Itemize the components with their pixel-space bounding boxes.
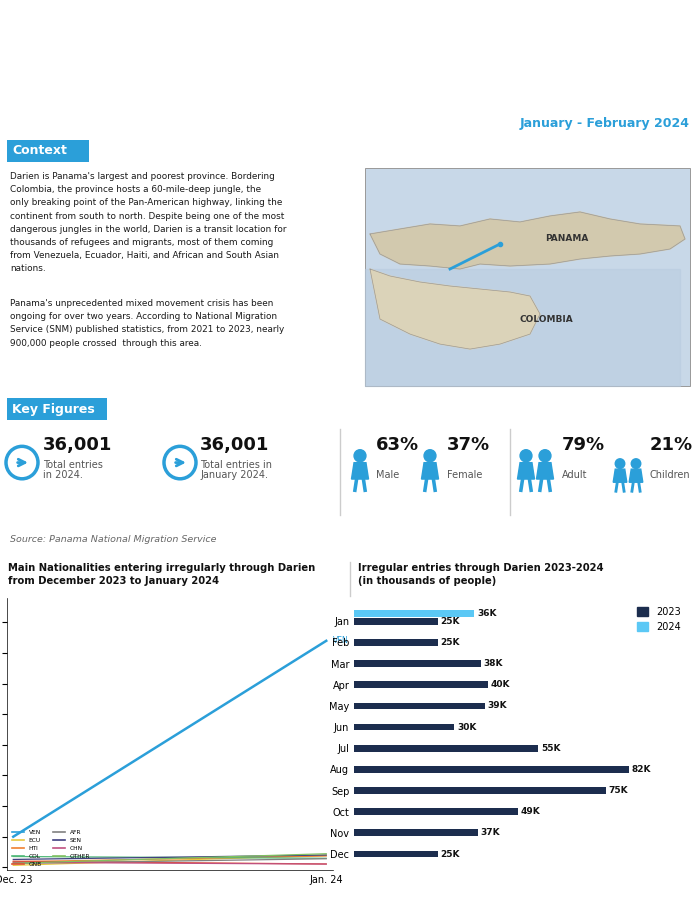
Text: 39K: 39K xyxy=(487,701,507,710)
Circle shape xyxy=(615,458,625,468)
Text: Total entries: Total entries xyxy=(43,459,103,469)
Bar xyxy=(354,702,484,709)
Text: January - February 2024: January - February 2024 xyxy=(520,117,690,130)
Text: 37K: 37K xyxy=(480,828,500,837)
Bar xyxy=(354,611,475,617)
Text: (in thousands of people): (in thousands of people) xyxy=(358,576,496,586)
Polygon shape xyxy=(536,463,554,479)
Bar xyxy=(354,851,438,857)
Circle shape xyxy=(424,449,436,462)
Text: ACNUR: ACNUR xyxy=(95,53,182,73)
FancyBboxPatch shape xyxy=(365,168,690,386)
Text: para los Refugiados: para los Refugiados xyxy=(95,82,171,92)
Bar xyxy=(354,808,518,815)
Text: Context: Context xyxy=(12,144,67,158)
Text: Panama's unprecedented mixed movement crisis has been
ongoing for over two years: Panama's unprecedented mixed movement cr… xyxy=(10,299,284,348)
Text: 36,001: 36,001 xyxy=(200,436,270,454)
Circle shape xyxy=(520,449,532,462)
Bar xyxy=(354,745,538,752)
Text: 55K: 55K xyxy=(541,744,561,753)
Polygon shape xyxy=(421,463,438,479)
Legend: VEN, ECU, HTI, COL, GNB, AFR, SEN, CHN, OTHER: VEN, ECU, HTI, COL, GNB, AFR, SEN, CHN, … xyxy=(10,828,92,870)
Text: 40K: 40K xyxy=(491,680,510,689)
Circle shape xyxy=(539,449,551,462)
Text: 79%: 79% xyxy=(562,436,605,454)
Text: PANAMA: PANAMA xyxy=(545,235,589,244)
Bar xyxy=(354,681,488,689)
Bar xyxy=(354,787,606,794)
Text: 37%: 37% xyxy=(447,436,490,454)
Text: in 2024.: in 2024. xyxy=(43,469,83,479)
Polygon shape xyxy=(370,212,685,269)
Text: VEN: VEN xyxy=(332,636,349,645)
Text: Children: Children xyxy=(650,469,691,479)
Bar xyxy=(354,724,454,730)
Polygon shape xyxy=(517,463,535,479)
Polygon shape xyxy=(370,269,540,349)
Text: Adult: Adult xyxy=(562,469,587,479)
Text: 36,001: 36,001 xyxy=(43,436,113,454)
Text: ●  Darien Province, Panama-Colombia Border: ● Darien Province, Panama-Colombia Borde… xyxy=(260,58,609,73)
Text: Main Nationalities entering irregularly through Darien: Main Nationalities entering irregularly … xyxy=(8,563,315,573)
Text: COLOMBIA: COLOMBIA xyxy=(520,314,574,323)
Text: 21%: 21% xyxy=(650,436,693,454)
Text: Source: Panama National Migration Service: Source: Panama National Migration Servic… xyxy=(10,535,216,545)
Text: 25K: 25K xyxy=(440,617,460,626)
Text: 38K: 38K xyxy=(484,660,503,668)
Text: from December 2023 to January 2024: from December 2023 to January 2024 xyxy=(8,576,219,586)
Text: 49K: 49K xyxy=(521,807,540,816)
Text: 25K: 25K xyxy=(440,638,460,647)
Text: 75K: 75K xyxy=(608,786,628,795)
Text: 63%: 63% xyxy=(376,436,419,454)
Text: Mixed Movements Official Data: Mixed Movements Official Data xyxy=(260,25,676,49)
Text: 30K: 30K xyxy=(457,723,477,731)
Text: Female: Female xyxy=(447,469,482,479)
Bar xyxy=(354,618,438,625)
Polygon shape xyxy=(613,469,626,482)
Text: UNHCR: UNHCR xyxy=(95,28,183,48)
Bar xyxy=(354,830,478,836)
Bar xyxy=(354,639,438,646)
Text: 25K: 25K xyxy=(440,850,460,859)
Circle shape xyxy=(631,458,640,468)
Text: Male: Male xyxy=(376,469,399,479)
Bar xyxy=(354,660,481,667)
Text: Darien is Panama's largest and poorest province. Bordering
Colombia, the provinc: Darien is Panama's largest and poorest p… xyxy=(10,172,286,274)
Legend: 2023, 2024: 2023, 2024 xyxy=(633,602,685,635)
Text: 36K: 36K xyxy=(477,609,496,618)
Polygon shape xyxy=(351,463,368,479)
Circle shape xyxy=(354,449,366,462)
Text: Total entries in: Total entries in xyxy=(200,459,272,469)
Polygon shape xyxy=(365,269,680,386)
Polygon shape xyxy=(629,469,643,482)
Text: Irregular entries through Darien 2023-2024: Irregular entries through Darien 2023-20… xyxy=(358,563,603,573)
Text: 82K: 82K xyxy=(631,765,651,774)
Text: January 2024.: January 2024. xyxy=(200,469,268,479)
Text: Key Figures: Key Figures xyxy=(12,402,95,416)
Bar xyxy=(354,766,629,773)
Text: La Agencia de la ONU: La Agencia de la ONU xyxy=(95,72,178,81)
FancyBboxPatch shape xyxy=(7,398,107,420)
FancyBboxPatch shape xyxy=(7,140,89,162)
